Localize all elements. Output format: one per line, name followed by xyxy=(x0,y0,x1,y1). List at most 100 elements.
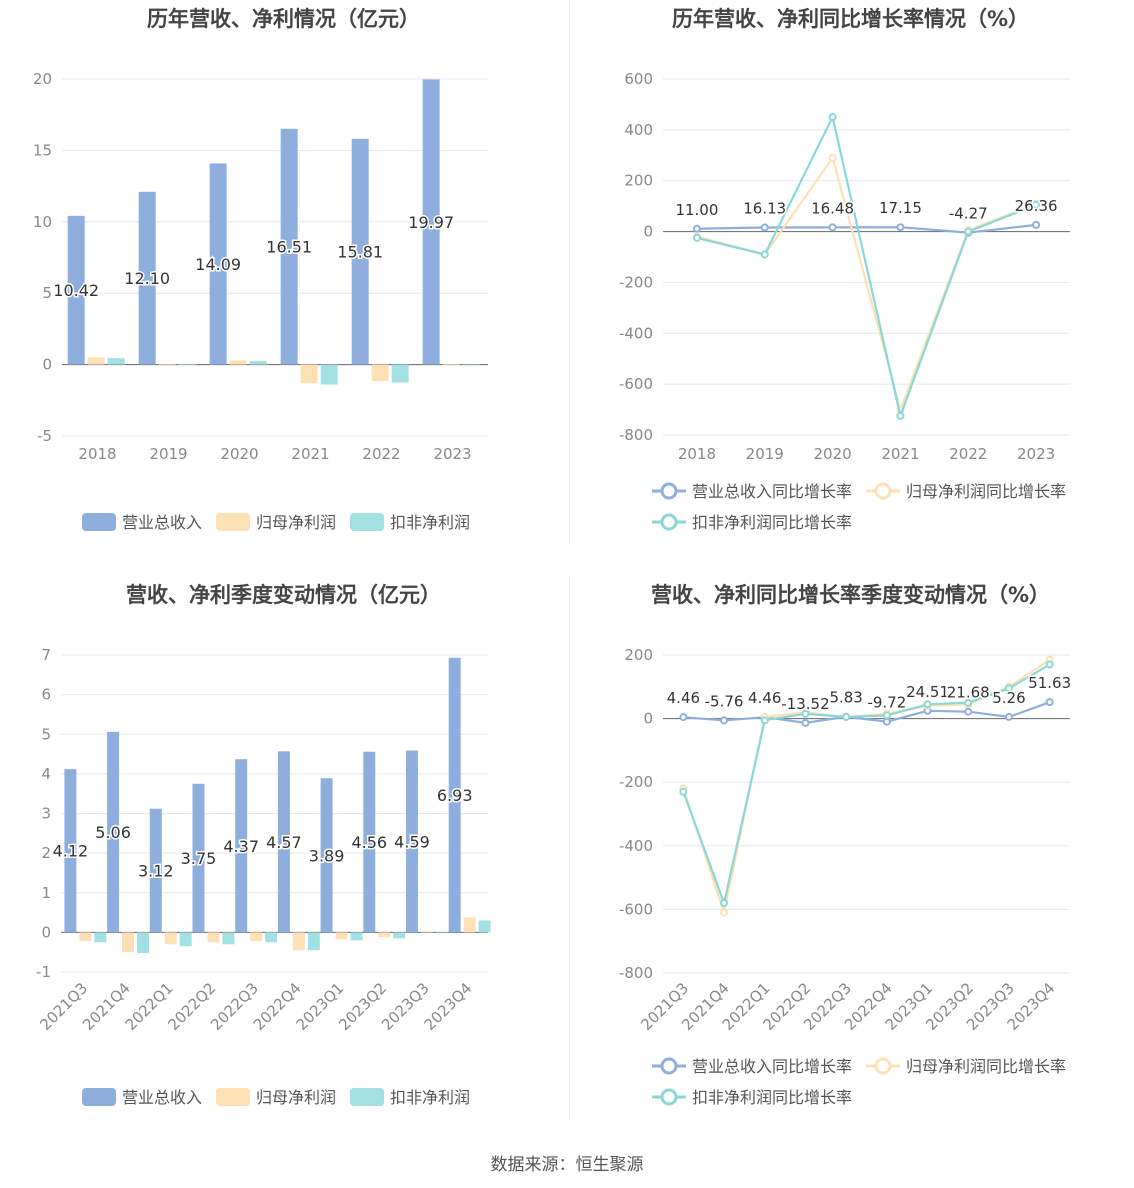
vertical-divider-bottom xyxy=(569,575,570,1118)
legend-swatch xyxy=(350,1088,384,1106)
legend-label: 扣非净利润 xyxy=(390,1088,470,1107)
series-point xyxy=(720,908,729,917)
bar-revenue xyxy=(67,215,85,365)
legend-swatch xyxy=(82,513,116,531)
quarterly-revenue-profit-svg: 营收、净利季度变动情况（亿元）-1012345672021Q32021Q4202… xyxy=(36,583,491,1107)
bar-deducted-profit xyxy=(137,932,149,953)
line-data-label: -4.27 xyxy=(949,205,988,223)
bar-net-profit xyxy=(79,932,92,942)
series-point xyxy=(896,411,905,420)
series-line-revenue xyxy=(696,223,1037,234)
bar-data-label: 4.56 xyxy=(351,833,387,852)
bar-data-label: 12.10 xyxy=(124,269,170,288)
y-tick-label: 0 xyxy=(643,223,653,241)
legend-label: 营业总收入 xyxy=(122,1088,202,1107)
quarterly-growth-rate-chart: 营收、净利同比增长率季度变动情况（%） -800 -600 -400 -200 0 200 2… xyxy=(567,575,1134,1150)
series-point xyxy=(1004,684,1013,693)
bar-deducted-profit xyxy=(391,364,409,383)
bar-revenue xyxy=(192,783,205,933)
y-tick-label: 0 xyxy=(41,923,51,941)
legend-label: 扣非净利润 xyxy=(390,513,470,532)
series-point xyxy=(760,223,769,232)
bar-deducted-profit xyxy=(462,364,480,366)
bar-deducted-profit xyxy=(307,932,320,951)
bar-net-profit xyxy=(229,360,247,365)
bar-data-label: 4.57 xyxy=(266,833,302,852)
y-tick-label: -1 xyxy=(36,963,51,981)
bar-revenue xyxy=(448,657,461,933)
bar-data-label: 14.09 xyxy=(195,255,241,274)
x-tick-label: 2018 xyxy=(678,445,716,463)
legend-swatch xyxy=(216,1088,250,1106)
bar-net-profit xyxy=(207,932,220,943)
line-data-label: 4.46 xyxy=(748,689,781,707)
line-data-label: 26.36 xyxy=(1015,197,1058,215)
bar-data-label: 16.51 xyxy=(266,238,312,257)
legend-label: 归母净利润同比增长率 xyxy=(906,482,1066,501)
series-line-net-profit xyxy=(696,155,1037,414)
bar-revenue xyxy=(235,759,248,933)
series-point xyxy=(828,113,837,122)
data-source-label: 数据来源：恒生聚源 xyxy=(490,1155,644,1175)
y-tick-label: -600 xyxy=(619,375,653,393)
bar-data-label: 3.75 xyxy=(181,849,217,868)
bar-net-profit xyxy=(164,932,177,945)
y-tick-label: -200 xyxy=(619,273,653,291)
series-point xyxy=(720,716,729,725)
bar-net-profit xyxy=(158,363,176,365)
annual-growth-rate-chart: 历年营收、净利同比增长率情况（%） -800 -600 -400 -200 0 200 400… xyxy=(567,0,1134,575)
y-tick-label: 6 xyxy=(41,686,51,704)
bar-revenue xyxy=(351,138,369,365)
y-tick-label: -800 xyxy=(619,426,653,444)
y-tick-label: 600 xyxy=(624,70,653,88)
series-point xyxy=(964,227,973,236)
annual-growth-rate-svg: 历年营收、净利同比增长率情况（%） -800 -600 -400 -200 0 200 400… xyxy=(619,7,1070,532)
bar-revenue xyxy=(209,163,227,365)
bar-revenue xyxy=(363,751,376,933)
x-tick-label: 2022 xyxy=(949,445,987,463)
series-point xyxy=(679,787,688,796)
legend-marker xyxy=(874,1057,892,1075)
bar-data-label: 5.06 xyxy=(95,823,131,842)
legend-label: 营业总收入 xyxy=(122,513,202,532)
series-point xyxy=(923,700,932,709)
bar-deducted-profit xyxy=(222,932,235,945)
series-point xyxy=(760,716,769,725)
bar-net-profit xyxy=(300,364,318,384)
y-tick-label: -600 xyxy=(619,900,653,918)
chart-title: 营收、净利同比增长率季度变动情况（%） xyxy=(651,583,1050,607)
line-data-label: 16.13 xyxy=(743,199,786,217)
series-point xyxy=(964,698,973,707)
series-point xyxy=(679,713,688,722)
series-point xyxy=(896,223,905,232)
line-data-label: 5.83 xyxy=(829,689,862,707)
y-tick-label: 0 xyxy=(42,356,52,374)
bar-data-label: 4.12 xyxy=(53,842,89,861)
annual-revenue-profit-svg: 历年营收、净利情况（亿元） -5 0 5 10 15 20 2018 2019 2020 2021 2… xyxy=(33,7,488,532)
y-tick-label: -5 xyxy=(37,427,52,445)
x-tick-label: 2023 xyxy=(433,445,471,463)
y-tick-label: -400 xyxy=(619,837,653,855)
bar-revenue xyxy=(422,79,440,365)
bar-revenue xyxy=(277,751,290,933)
bar-deducted-profit xyxy=(179,932,192,947)
bar-revenue xyxy=(280,128,298,365)
bar-data-label: 10.42 xyxy=(53,281,99,300)
x-tick-label: 2021 xyxy=(881,445,919,463)
bar-revenue xyxy=(64,769,77,933)
line-data-label: 16.48 xyxy=(811,199,854,217)
bar-deducted-profit xyxy=(350,932,363,941)
bar-data-label: 19.97 xyxy=(408,213,454,232)
series-point xyxy=(1032,220,1041,229)
series-point xyxy=(801,718,810,727)
series-line-deducted-profit xyxy=(696,113,1037,420)
chart-title: 营收、净利季度变动情况（亿元） xyxy=(126,583,441,607)
y-tick-label: 5 xyxy=(41,725,51,743)
series-point xyxy=(1004,712,1013,721)
y-tick-label: 5 xyxy=(42,284,52,302)
bar-deducted-profit xyxy=(435,932,448,934)
y-tick-label: 4 xyxy=(41,765,51,783)
vertical-divider-top xyxy=(569,0,570,543)
bar-revenue xyxy=(406,750,418,933)
bar-deducted-profit xyxy=(393,932,406,939)
